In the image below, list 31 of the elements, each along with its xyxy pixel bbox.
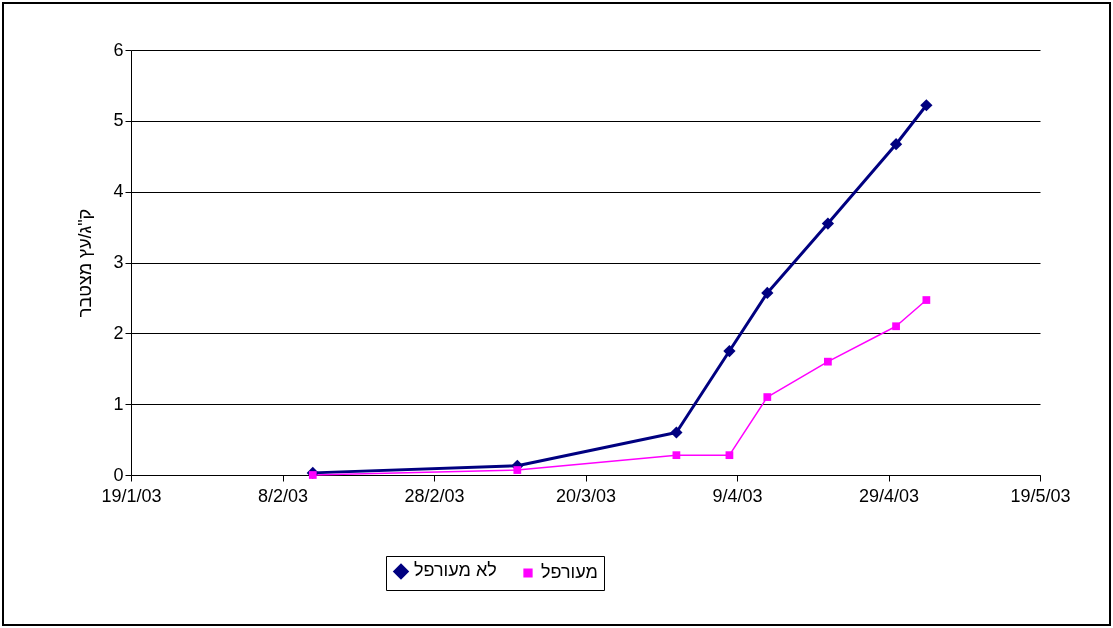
point bbox=[723, 344, 736, 358]
y-tick-label: 1 bbox=[113, 393, 124, 414]
point bbox=[922, 296, 931, 304]
point bbox=[889, 138, 903, 151]
x-tick-label: 29/4/03 bbox=[858, 485, 920, 506]
y-tick-label: 2 bbox=[113, 322, 124, 343]
point bbox=[725, 451, 734, 460]
point bbox=[892, 322, 900, 331]
point bbox=[920, 99, 933, 112]
point bbox=[670, 426, 683, 439]
x-tick-label: 8/2/03 bbox=[257, 485, 309, 506]
point bbox=[824, 357, 832, 366]
y-axis-title: ק"ג/עץ מצטבר bbox=[75, 208, 96, 318]
point bbox=[308, 471, 317, 479]
y-tick-label: 4 bbox=[113, 181, 124, 202]
point bbox=[763, 393, 772, 401]
point bbox=[821, 217, 835, 230]
x-tick-label: 19/5/03 bbox=[1010, 485, 1071, 506]
point bbox=[513, 466, 522, 474]
point bbox=[672, 451, 681, 460]
y-tick-label: 6 bbox=[113, 39, 124, 60]
y-tick-label: 3 bbox=[113, 252, 124, 272]
x-tick-label: 20/3/03 bbox=[555, 485, 617, 506]
point bbox=[761, 286, 774, 300]
x-tick-label: 28/2/03 bbox=[404, 485, 465, 506]
legend-label: לא מעורפל bbox=[414, 560, 497, 581]
x-tick-label: 9/4/03 bbox=[712, 485, 763, 506]
y-tick-label: 0 bbox=[113, 464, 124, 485]
legend-label: מעורפל bbox=[541, 562, 598, 582]
x-tick-label: 19/1/03 bbox=[101, 485, 162, 506]
y-tick-label: 5 bbox=[113, 110, 124, 131]
